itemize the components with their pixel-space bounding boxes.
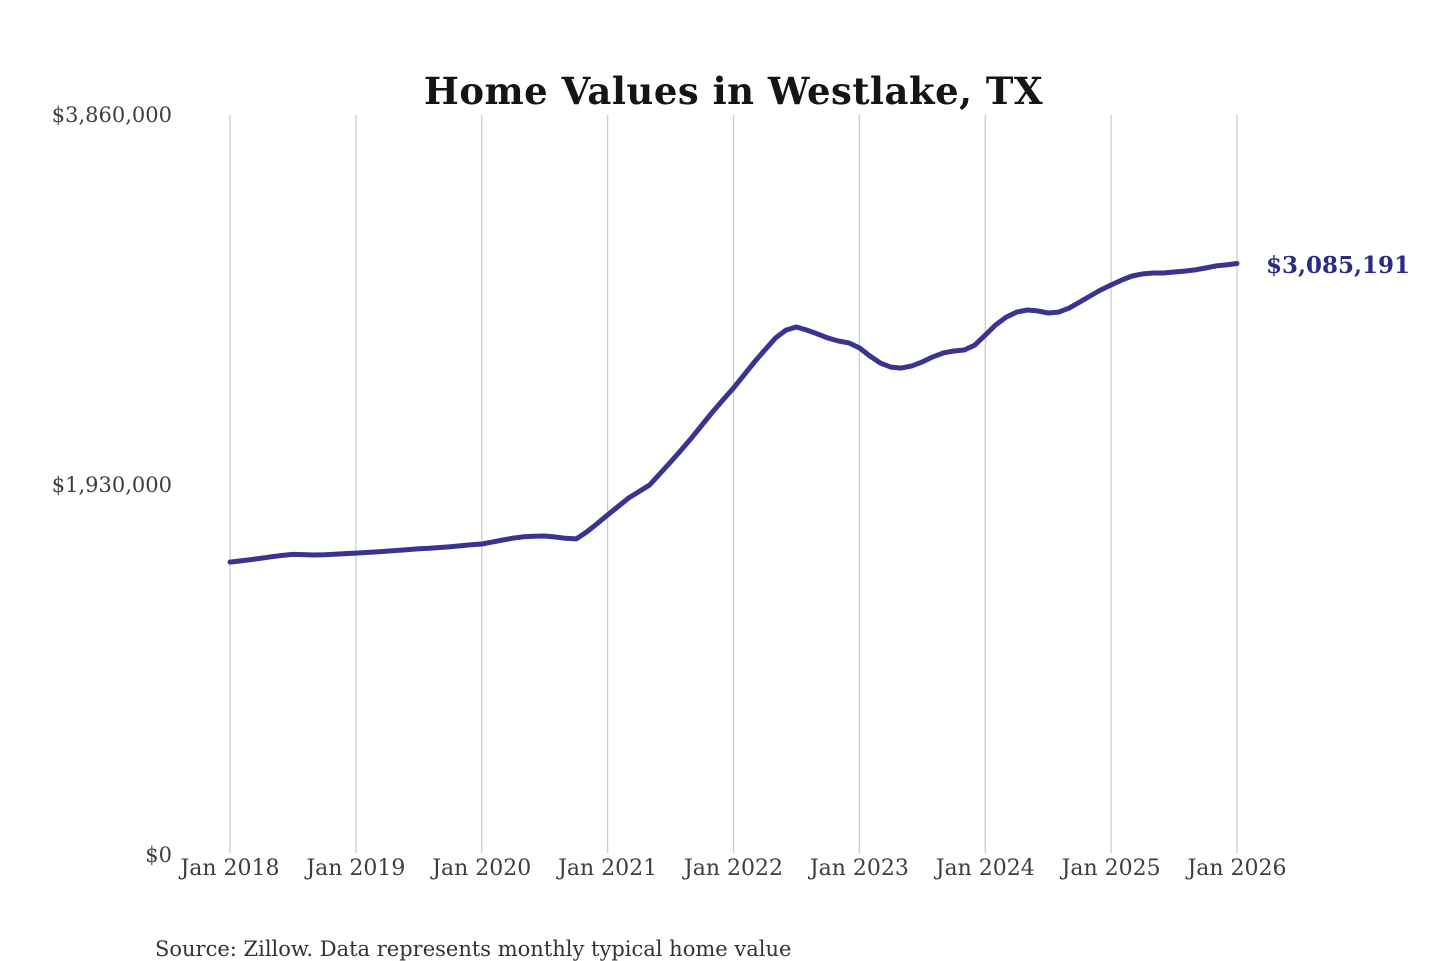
x-axis-label: Jan 2025 xyxy=(1061,856,1161,881)
x-axis-label: Jan 2019 xyxy=(306,856,406,881)
source-note: Source: Zillow. Data represents monthly … xyxy=(155,937,792,961)
x-axis-label: Jan 2018 xyxy=(180,856,280,881)
x-axis-label: Jan 2020 xyxy=(432,856,532,881)
chart-title: Home Values in Westlake, TX xyxy=(423,68,1044,113)
y-axis-label: $0 xyxy=(145,843,172,867)
x-axis-label: Jan 2023 xyxy=(809,856,909,881)
x-axis-label: Jan 2022 xyxy=(683,856,784,881)
y-axis-label: $1,930,000 xyxy=(51,473,172,497)
x-axis-label: Jan 2026 xyxy=(1187,856,1287,881)
latest-value-label: $3,085,191 xyxy=(1266,251,1411,279)
x-axis-label: Jan 2024 xyxy=(935,856,1035,881)
home-value-line xyxy=(227,261,1240,565)
x-axis-label: Jan 2021 xyxy=(558,856,658,881)
y-axis-label: $3,860,000 xyxy=(51,103,172,127)
